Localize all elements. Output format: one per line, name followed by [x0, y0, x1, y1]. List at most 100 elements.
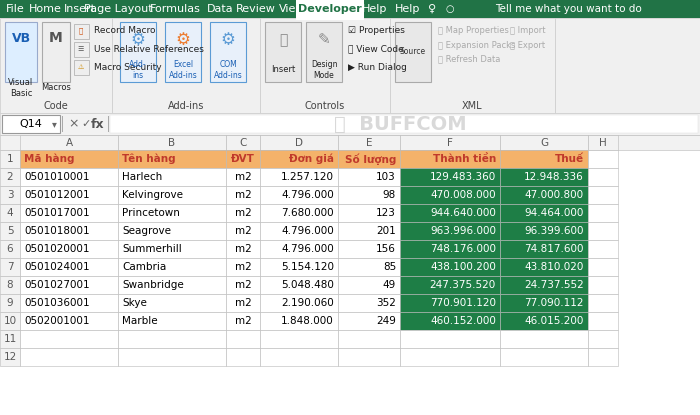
- Bar: [20, 294, 118, 312]
- Text: 352: 352: [376, 298, 396, 308]
- Bar: [0, 0, 700, 18]
- Text: Cambria: Cambria: [122, 262, 167, 272]
- Bar: [500, 312, 588, 330]
- Bar: [260, 18, 390, 113]
- Text: 963.996.000: 963.996.000: [430, 226, 496, 236]
- Text: 3: 3: [7, 190, 13, 200]
- Bar: [338, 294, 400, 312]
- Bar: [118, 186, 226, 204]
- Bar: [500, 276, 588, 294]
- Text: 2.190.060: 2.190.060: [281, 298, 334, 308]
- Bar: [500, 186, 588, 204]
- Text: 98: 98: [383, 190, 396, 200]
- Text: Home: Home: [29, 4, 62, 14]
- Text: 77.090.112: 77.090.112: [524, 298, 584, 308]
- Text: 470.008.000: 470.008.000: [430, 190, 496, 200]
- Text: XML: XML: [462, 101, 483, 111]
- Text: 8: 8: [7, 280, 13, 290]
- Bar: [400, 222, 500, 240]
- Text: A: A: [65, 137, 73, 147]
- Bar: [338, 348, 400, 366]
- Bar: [265, 22, 301, 82]
- Text: Excel
Add-ins: Excel Add-ins: [169, 60, 197, 80]
- Bar: [338, 312, 400, 330]
- Text: 0501024001: 0501024001: [24, 262, 90, 272]
- Bar: [588, 294, 618, 312]
- Text: Insert: Insert: [64, 4, 96, 14]
- Text: File: File: [6, 4, 25, 14]
- Text: m2: m2: [234, 172, 251, 182]
- Bar: [260, 276, 338, 294]
- Bar: [588, 348, 618, 366]
- Text: m2: m2: [234, 190, 251, 200]
- Bar: [226, 330, 260, 348]
- Bar: [500, 150, 588, 168]
- Text: 5.048.480: 5.048.480: [281, 280, 334, 290]
- Text: m2: m2: [234, 208, 251, 218]
- Text: 74.817.600: 74.817.600: [524, 244, 584, 254]
- Bar: [0, 18, 112, 113]
- Bar: [118, 330, 226, 348]
- Bar: [0, 135, 700, 150]
- Text: 85: 85: [383, 262, 396, 272]
- Text: 944.640.000: 944.640.000: [430, 208, 496, 218]
- Text: m2: m2: [234, 262, 251, 272]
- Text: Seagrove: Seagrove: [122, 226, 171, 236]
- Bar: [260, 240, 338, 258]
- Text: Record Macro: Record Macro: [94, 27, 155, 36]
- Bar: [226, 150, 260, 168]
- Text: 96.399.600: 96.399.600: [524, 226, 584, 236]
- Text: m2: m2: [234, 244, 251, 254]
- Text: 4: 4: [7, 208, 13, 218]
- Text: Source: Source: [400, 47, 426, 56]
- Text: 12.948.336: 12.948.336: [524, 172, 584, 182]
- Bar: [588, 276, 618, 294]
- Text: 7.680.000: 7.680.000: [281, 208, 334, 218]
- Bar: [74, 42, 89, 57]
- Bar: [0, 150, 20, 168]
- Text: ⚙: ⚙: [220, 31, 235, 49]
- Text: ⚙: ⚙: [131, 31, 146, 49]
- Bar: [0, 276, 20, 294]
- Text: Harlech: Harlech: [122, 172, 162, 182]
- Text: 4.796.000: 4.796.000: [281, 244, 334, 254]
- Text: E: E: [365, 137, 372, 147]
- Bar: [400, 150, 500, 168]
- Bar: [400, 240, 500, 258]
- Text: Controls: Controls: [305, 101, 345, 111]
- Text: ⬛ Import: ⬛ Import: [510, 27, 545, 36]
- Text: m2: m2: [234, 226, 251, 236]
- Text: Mã hàng: Mã hàng: [24, 154, 74, 164]
- Text: Visual
Basic: Visual Basic: [8, 78, 34, 98]
- Text: 249: 249: [376, 316, 396, 326]
- Bar: [338, 204, 400, 222]
- Bar: [260, 186, 338, 204]
- Bar: [588, 150, 618, 168]
- Text: Tên hàng: Tên hàng: [122, 154, 176, 164]
- Bar: [226, 258, 260, 276]
- Bar: [500, 204, 588, 222]
- Text: Macro Security: Macro Security: [94, 63, 162, 71]
- Text: 94.464.000: 94.464.000: [524, 208, 584, 218]
- Text: Macros: Macros: [41, 83, 71, 93]
- Text: 0501017001: 0501017001: [24, 208, 90, 218]
- Bar: [0, 330, 20, 348]
- Bar: [118, 276, 226, 294]
- Text: ⬛ Export: ⬛ Export: [510, 41, 545, 49]
- Text: 0501036001: 0501036001: [24, 298, 90, 308]
- Text: 438.100.200: 438.100.200: [430, 262, 496, 272]
- Bar: [42, 22, 70, 82]
- Text: COM
Add-ins: COM Add-ins: [214, 60, 242, 80]
- Bar: [260, 150, 338, 168]
- Text: 0501018001: 0501018001: [24, 226, 90, 236]
- Text: ✎: ✎: [318, 32, 330, 47]
- Text: m2: m2: [234, 316, 251, 326]
- Bar: [588, 258, 618, 276]
- Text: 49: 49: [383, 280, 396, 290]
- Bar: [20, 276, 118, 294]
- Text: Q14: Q14: [20, 119, 43, 129]
- Bar: [20, 330, 118, 348]
- Text: VB: VB: [11, 32, 31, 44]
- Bar: [260, 168, 338, 186]
- Bar: [118, 258, 226, 276]
